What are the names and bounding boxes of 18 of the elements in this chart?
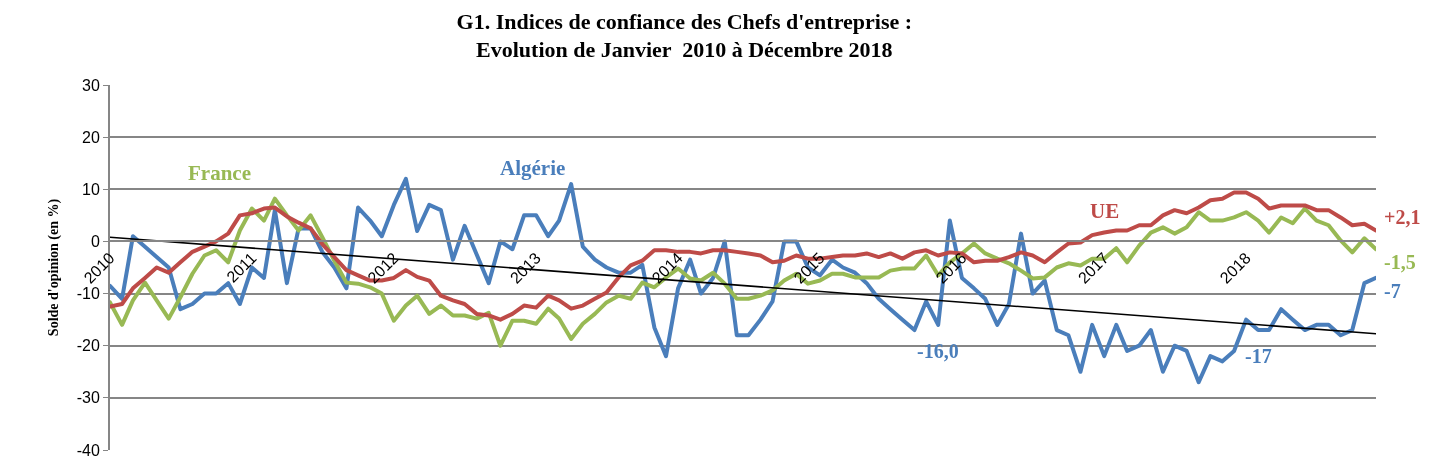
y-tick-label: -20 — [76, 337, 100, 355]
y-axis-title: Solde d'opinion (en %) — [45, 198, 62, 337]
y-tick-label: -30 — [76, 389, 100, 407]
data-label: -7 — [1384, 280, 1401, 302]
data-label: +2,1 — [1384, 206, 1421, 228]
data-label: -1,5 — [1384, 251, 1416, 273]
y-tick-label: 0 — [90, 233, 100, 251]
series-label: France — [188, 161, 251, 185]
series-label: UE — [1090, 199, 1120, 223]
y-tick-label: -40 — [76, 441, 100, 459]
data-label: -17 — [1245, 345, 1272, 367]
chart-title: G1. Indices de confiance des Chefs d'entreprise : Evolution de Janvier 2010 à Décembre 2018 — [456, 8, 913, 63]
y-tick-label: -10 — [76, 285, 100, 303]
data-label: -16,0 — [917, 340, 959, 362]
y-tick-label: 20 — [82, 128, 100, 146]
y-tick-label: 10 — [82, 180, 100, 198]
series-label: Algérie — [500, 156, 566, 180]
y-tick-label: 30 — [82, 76, 100, 94]
